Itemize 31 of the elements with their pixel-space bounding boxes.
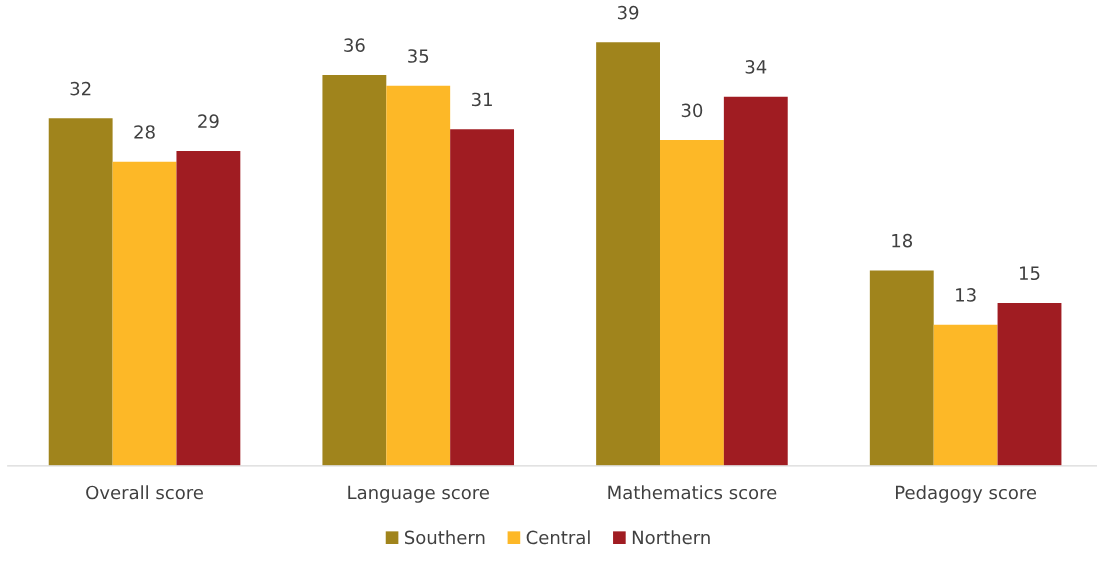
data-label: 18 <box>892 233 913 248</box>
bar <box>997 302 1062 466</box>
bar <box>386 85 451 466</box>
data-label: 32 <box>70 81 91 96</box>
data-label: 35 <box>408 49 429 63</box>
data-label: 39 <box>617 5 639 20</box>
legend-label: Southern <box>404 530 485 545</box>
bar <box>596 42 660 466</box>
data-label: 34 <box>745 60 767 74</box>
data-label: 13 <box>956 288 976 302</box>
bar <box>176 150 241 466</box>
bar <box>660 140 724 466</box>
data-label: 29 <box>198 114 219 128</box>
x-tick-label: Overall score <box>86 485 203 500</box>
bar <box>48 118 113 466</box>
data-label: 15 <box>1019 266 1040 281</box>
data-label: 31 <box>471 92 492 107</box>
x-tick-label: Language score <box>348 485 489 503</box>
bar <box>933 324 998 466</box>
legend-label: Central <box>526 530 590 545</box>
data-label: 28 <box>134 125 155 139</box>
bar <box>112 161 177 466</box>
x-tick-label: Pedagogy score <box>896 485 1037 503</box>
x-tick-label: Mathematics score <box>608 485 777 500</box>
bar <box>723 96 788 466</box>
bar <box>450 129 515 466</box>
legend-label: Northern <box>632 530 710 545</box>
data-label: 30 <box>681 103 703 118</box>
bar <box>869 270 934 466</box>
bar <box>322 74 387 466</box>
data-label: 36 <box>344 38 365 52</box>
